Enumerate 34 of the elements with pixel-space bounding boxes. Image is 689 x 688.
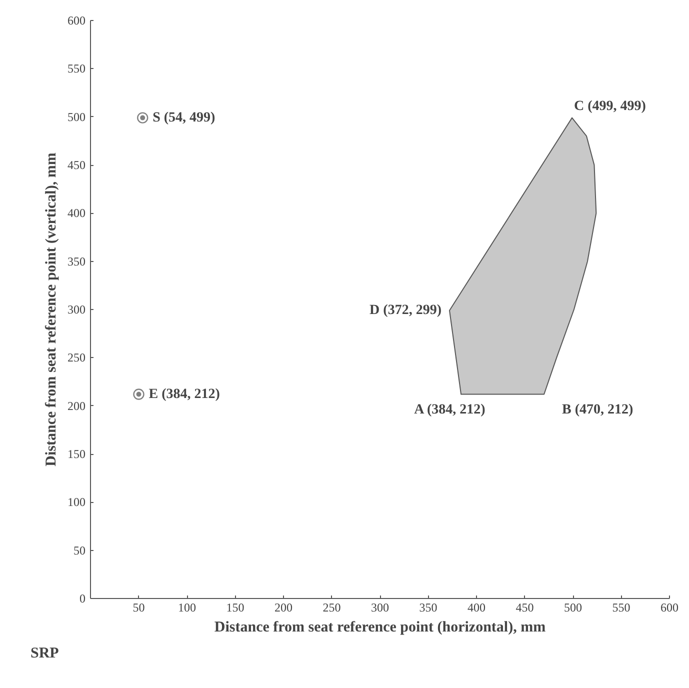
y-tick-label: 400 xyxy=(68,206,86,220)
y-tick-label: 200 xyxy=(68,398,86,413)
x-tick-label: 550 xyxy=(612,600,630,614)
annotation: D (372, 299) xyxy=(370,302,442,318)
annotation: B (470, 212) xyxy=(562,402,634,418)
y-tick-label: 250 xyxy=(68,350,86,365)
x-tick-label: 100 xyxy=(178,600,196,614)
x-tick-label: 500 xyxy=(564,600,582,614)
y-tick-label: 100 xyxy=(68,495,86,510)
x-tick-label: 450 xyxy=(516,600,534,614)
y-tick-label: 450 xyxy=(68,158,86,172)
annotation: A (384, 212) xyxy=(414,402,486,418)
y-tick-label: 300 xyxy=(68,302,86,316)
x-tick-label: 150 xyxy=(226,600,244,614)
y-tick-label: 50 xyxy=(74,543,86,558)
y-tick-label: 500 xyxy=(68,110,86,124)
text: SRP xyxy=(30,646,59,662)
y-tick-label: 0 xyxy=(80,592,86,606)
y-tick-label: 600 xyxy=(68,14,86,28)
x-tick-label: 50 xyxy=(132,600,145,614)
x-tick-label: 250 xyxy=(322,600,341,614)
y-tick-label: 350 xyxy=(68,254,86,268)
x-tick-label: 350 xyxy=(419,600,438,614)
x-tick-label: 300 xyxy=(371,600,389,614)
y-tick-label: 550 xyxy=(68,62,86,76)
x-tick-label: 600 xyxy=(660,600,678,614)
x-tick-label: 400 xyxy=(468,600,486,614)
y-axis-title: Distance from seat reference point (vertical), mm xyxy=(44,152,60,466)
annotation: S (54, 499) xyxy=(152,110,216,126)
y-tick-label: 150 xyxy=(68,447,86,461)
annotation: C (499, 499) xyxy=(574,98,646,114)
x-axis-title: Distance from seat reference point (horizontal), mm xyxy=(214,620,546,636)
x-tick-label: 200 xyxy=(274,600,292,614)
annotation: E (384, 212) xyxy=(148,386,220,402)
